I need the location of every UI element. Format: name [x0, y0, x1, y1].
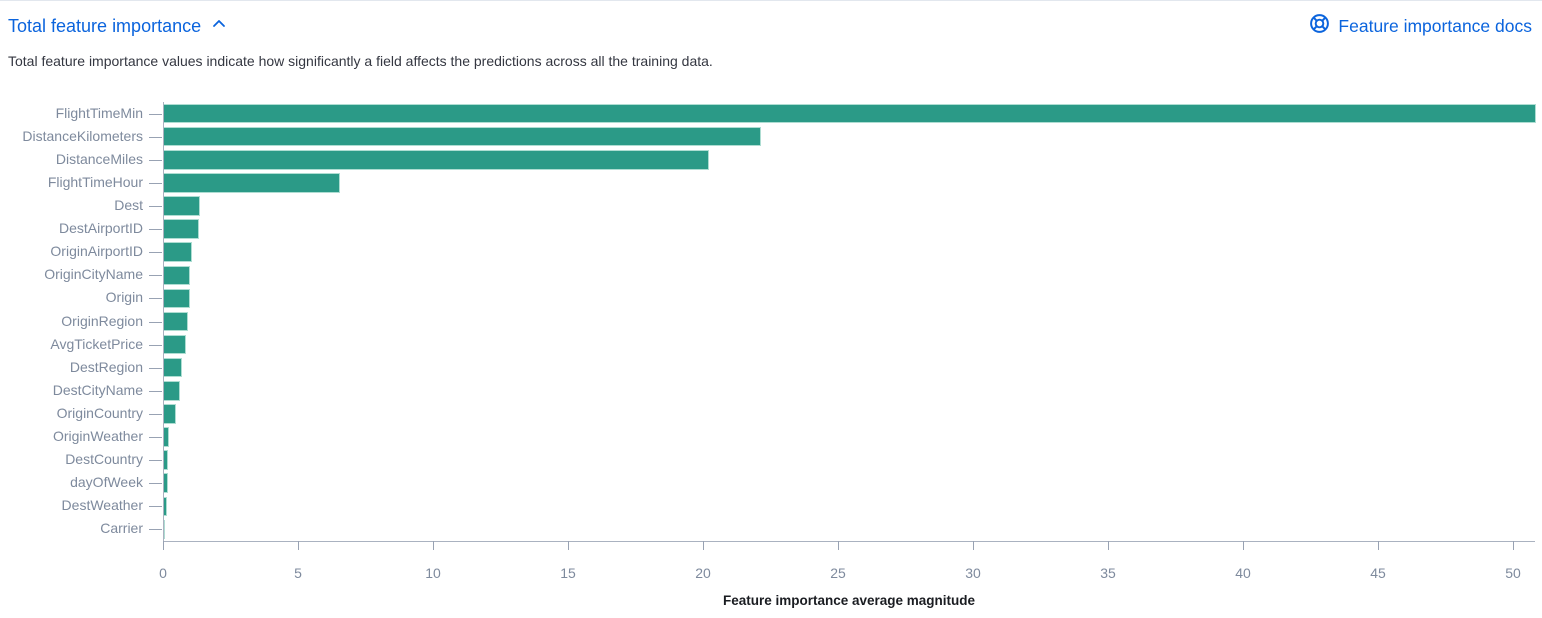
chart-bar[interactable]	[164, 103, 1536, 124]
chart-bar[interactable]	[164, 265, 190, 286]
y-axis-label: OriginCountry	[56, 404, 143, 421]
x-axis-tick-label: 15	[560, 565, 576, 581]
y-axis-tick	[149, 182, 162, 184]
x-axis-title: Feature importance average magnitude	[722, 593, 976, 608]
y-axis-label: Origin	[105, 289, 143, 306]
chart-bar[interactable]	[164, 404, 176, 424]
y-axis-label: Dest	[114, 196, 143, 213]
feature-importance-docs-link[interactable]: Feature importance docs	[1309, 13, 1532, 39]
y-axis-tick	[149, 205, 162, 207]
x-axis-tick	[1378, 541, 1379, 550]
x-axis-tick-label: 0	[159, 565, 167, 581]
chart-bar[interactable]	[164, 242, 193, 262]
y-axis-tick	[149, 344, 162, 346]
y-axis-label: OriginCityName	[44, 266, 143, 283]
y-axis-tick	[149, 113, 162, 115]
y-axis-label: OriginWeather	[52, 428, 143, 445]
y-axis-label: Carrier	[100, 520, 143, 537]
chart-bar[interactable]	[164, 519, 166, 540]
y-axis-tick	[149, 390, 162, 392]
y-axis-line	[163, 102, 164, 541]
x-axis-tick	[1108, 541, 1109, 550]
chart-bar[interactable]	[164, 311, 189, 332]
y-axis-label: FlightTimeMin	[55, 104, 143, 121]
y-axis-tick	[149, 460, 162, 462]
y-axis-tick	[149, 321, 162, 323]
help-lifering-icon	[1309, 13, 1330, 39]
x-axis-tick	[973, 541, 974, 550]
x-axis-tick-label: 5	[294, 565, 302, 581]
y-axis-label: OriginAirportID	[50, 243, 143, 260]
chart-bar[interactable]	[164, 334, 187, 355]
y-axis-tick	[149, 413, 162, 415]
chevron-up-icon	[211, 16, 227, 37]
x-axis-tick-label: 45	[1370, 565, 1386, 581]
y-axis-tick	[149, 483, 162, 485]
chart-bar[interactable]	[164, 288, 190, 309]
y-axis-tick	[149, 159, 162, 161]
chart-bar[interactable]	[164, 381, 180, 401]
chart-bar[interactable]	[164, 196, 200, 216]
y-axis-label: DestRegion	[69, 358, 143, 375]
y-axis-label: DestCountry	[65, 451, 143, 468]
chart-bar[interactable]	[164, 357, 183, 378]
y-axis-tick	[149, 437, 162, 439]
chart-bar[interactable]	[164, 126, 761, 147]
chart-bar[interactable]	[164, 150, 710, 170]
y-axis-tick	[149, 252, 162, 254]
y-axis-label: DistanceKilometers	[22, 127, 143, 144]
x-axis-tick-label: 50	[1505, 565, 1521, 581]
x-axis-tick	[838, 541, 839, 550]
section-title: Total feature importance	[8, 15, 202, 36]
x-axis-tick	[1243, 541, 1244, 550]
y-axis-tick	[149, 229, 162, 231]
y-axis-label: OriginRegion	[61, 312, 143, 329]
y-axis-label: DestCityName	[52, 381, 143, 398]
y-axis-label: dayOfWeek	[70, 474, 143, 491]
x-axis-tick-label: 30	[965, 565, 981, 581]
x-axis-line	[163, 541, 1535, 542]
y-axis-label: DestAirportID	[58, 220, 143, 237]
x-axis-tick-label: 10	[425, 565, 441, 581]
y-axis-label: FlightTimeHour	[47, 173, 143, 190]
x-axis-tick	[433, 541, 434, 550]
chart-bar[interactable]	[164, 173, 340, 193]
y-axis-label: AvgTicketPrice	[50, 335, 143, 352]
chart-bar[interactable]	[164, 450, 169, 470]
x-axis-tick	[298, 541, 299, 550]
x-axis-tick	[1513, 541, 1514, 550]
y-axis-tick	[149, 136, 162, 138]
x-axis-tick-label: 20	[695, 565, 711, 581]
y-axis-tick	[149, 506, 162, 508]
x-axis-tick	[568, 541, 569, 550]
chart-bar[interactable]	[164, 427, 170, 447]
docs-link-label: Feature importance docs	[1338, 15, 1532, 36]
y-axis-tick	[149, 529, 162, 531]
y-axis-tick	[149, 275, 162, 277]
panel-description: Total feature importance values indicate…	[8, 53, 713, 69]
y-axis-tick	[149, 298, 162, 300]
panel-header: Total feature importance Feature importa…	[8, 13, 1532, 39]
x-axis-tick-label: 25	[830, 565, 846, 581]
x-axis-tick	[703, 541, 704, 550]
x-axis-tick-label: 35	[1100, 565, 1116, 581]
x-axis-tick-label: 40	[1235, 565, 1251, 581]
chart-bar[interactable]	[164, 473, 169, 493]
chart-bar[interactable]	[164, 219, 200, 239]
total-feature-importance-accordion-toggle[interactable]: Total feature importance	[8, 16, 227, 37]
chart-bar[interactable]	[164, 496, 168, 517]
y-axis-label: DestWeather	[61, 497, 143, 514]
y-axis-label: DistanceMiles	[55, 150, 143, 167]
x-axis-tick	[163, 541, 164, 550]
y-axis-tick	[149, 367, 162, 369]
